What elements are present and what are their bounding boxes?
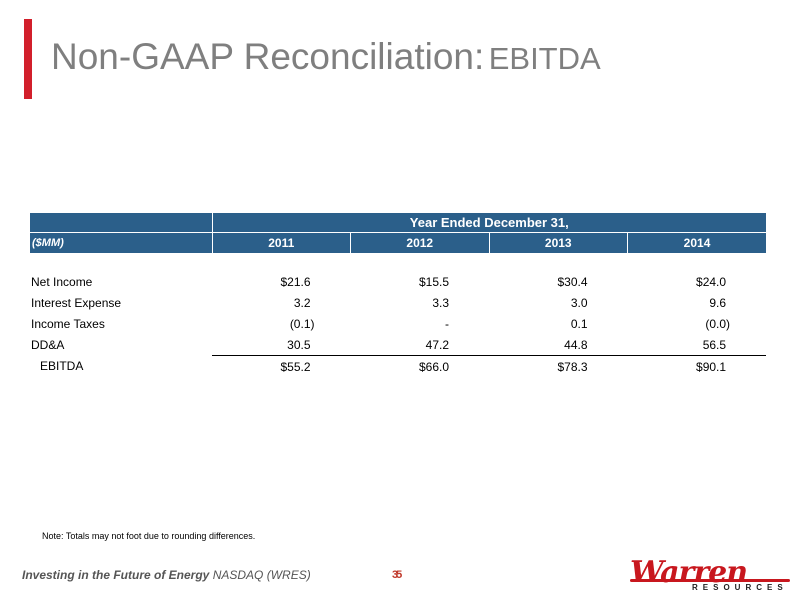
row-label: Income Taxes	[31, 316, 105, 331]
period-header: Year Ended December 31,	[211, 213, 767, 233]
title-accent-bar	[24, 19, 32, 99]
cell-value: 47.2	[350, 334, 489, 356]
cell-value: 0.1	[570, 316, 588, 331]
table-row: Net Income $21.6 $15.5 $30.4 $24.0	[30, 271, 766, 292]
warren-resources-logo: Warren RESOURCES	[630, 555, 790, 593]
cell-value: 44.8	[489, 334, 628, 356]
table-row: DD&A 30.5 47.2 44.8 56.5	[30, 334, 767, 356]
cell-value: $15.5	[418, 274, 449, 289]
year-header: 2012	[350, 232, 489, 253]
cell-value: -	[445, 316, 449, 331]
row-label: Interest Expense	[31, 295, 122, 310]
year-header: 2011	[211, 232, 351, 253]
cell-value: (0.0)	[705, 316, 731, 331]
cell-value: 30.5	[212, 334, 351, 356]
header-blank-cell	[30, 213, 212, 233]
cell-value: $55.2	[280, 359, 311, 374]
logo-subtext: RESOURCES	[692, 583, 788, 592]
ticker-text: NASDAQ (WRES)	[212, 568, 311, 582]
total-row: EBITDA $55.2 $66.0 $78.3 $90.1	[30, 356, 766, 378]
cell-value: 3.3	[432, 295, 449, 310]
footer-tagline: Investing in the Future of Energy NASDAQ…	[22, 568, 311, 582]
row-label: DD&A	[31, 337, 65, 352]
cell-value: $24.0	[696, 274, 727, 289]
logo-wordmark: Warren	[630, 555, 748, 590]
year-header: 2013	[488, 232, 628, 253]
ebitda-reconciliation-table: Year Ended December 31, ($MM) 2011 2012 …	[30, 213, 767, 378]
tagline-text: Investing in the Future of Energy	[22, 568, 210, 582]
cell-value: $30.4	[557, 274, 588, 289]
cell-value: $21.6	[280, 274, 311, 289]
page-title-main: Non-GAAP Reconciliation:	[51, 36, 485, 77]
table-row: Income Taxes (0.1) - 0.1 (0.0)	[30, 313, 766, 334]
logo-swoosh	[630, 579, 790, 582]
row-label: Net Income	[31, 274, 93, 289]
page-number: 35	[392, 569, 402, 581]
cell-value: (0.1)	[289, 316, 315, 331]
cell-value: $90.1	[696, 359, 727, 374]
cell-value: 3.0	[570, 295, 588, 310]
year-header: 2014	[627, 232, 767, 253]
cell-value: 56.5	[627, 334, 767, 356]
page-title-sub: EBITDA	[488, 41, 601, 76]
cell-value: $78.3	[557, 359, 588, 374]
page-title: Non-GAAP Reconciliation: EBITDA	[51, 38, 601, 75]
row-label: EBITDA	[40, 359, 84, 374]
footnote: Note: Totals may not foot due to roundin…	[42, 531, 256, 541]
cell-value: 9.6	[709, 295, 727, 310]
cell-value: $66.0	[418, 359, 449, 374]
cell-value: 3.2	[293, 295, 311, 310]
unit-label: ($MM)	[30, 232, 212, 253]
table-row: Interest Expense 3.2 3.3 3.0 9.6	[30, 292, 766, 313]
